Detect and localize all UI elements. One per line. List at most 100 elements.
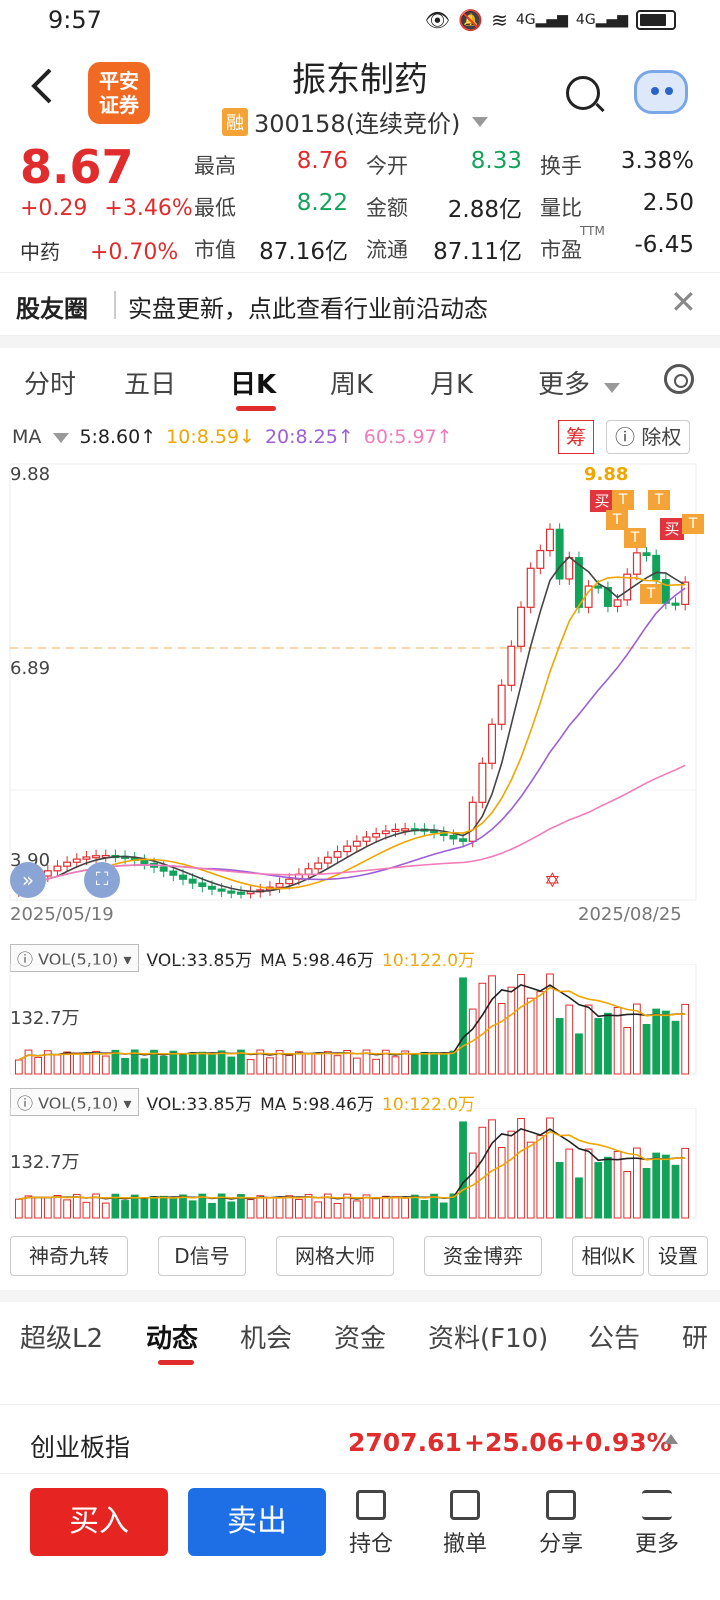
vol-axis-1: 132.7万 [10,1008,80,1029]
kline-chart[interactable] [0,458,720,938]
t-marker[interactable]: T [606,510,628,530]
eye-icon: 👁 [424,8,451,32]
vol-bar [130,1049,139,1075]
vol-bar [198,1051,207,1075]
tool-d-signal[interactable]: D信号 [158,1236,246,1276]
assistant-robot-icon[interactable] [634,70,688,114]
stock-code-selector[interactable]: 融 300158(连续竞价) [222,104,489,139]
sector-name: 中药 [20,240,60,264]
tab-five-day[interactable]: 五日 [124,370,177,400]
t-marker[interactable]: T [648,490,670,510]
volume-chart-2[interactable] [0,1108,720,1220]
tool-grid-master[interactable]: 网格大师 [276,1236,394,1276]
candle [372,832,381,838]
share-button[interactable]: 分享 [526,1490,596,1558]
vol-bar [53,1194,62,1219]
ma-selector[interactable]: MA [12,426,70,448]
event-star-icon[interactable]: ✡ [544,868,561,892]
candle [92,855,101,859]
logo-line-1: 平安 [99,69,139,93]
candle [323,856,332,864]
vol-bar [121,1058,129,1075]
tab-monthly-k[interactable]: 月K [430,370,474,400]
candle [468,801,477,842]
sell-button[interactable]: 卖出 [188,1488,326,1556]
tab-news[interactable]: 动态 [146,1324,199,1354]
cancel-order-button[interactable]: 撤单 [430,1490,500,1558]
vol-ma5: MA 5:98.46万 [260,1094,374,1115]
index-ticker[interactable]: 创业板指 2707.61 +25.06 +0.93% [0,1408,720,1474]
stat-label: 量比 [540,196,582,220]
vol-bar [671,1164,680,1219]
candle [555,528,564,580]
fullscreen-icon[interactable]: ⛶ [84,862,120,898]
vol-bar [295,1051,303,1075]
more-button[interactable]: 更多 [622,1490,692,1558]
buy-marker[interactable]: 买 [660,518,684,540]
vol-bar [536,1135,545,1219]
tab-opportunity[interactable]: 机会 [240,1324,293,1354]
candle [623,573,632,601]
tool-fund-game[interactable]: 资金博弈 [424,1236,542,1276]
chevron-up-icon[interactable] [664,1434,678,1444]
tab-announcements[interactable]: 公告 [588,1324,641,1354]
t-marker[interactable]: T [682,514,704,534]
tool-settings[interactable]: 设置 [648,1236,708,1276]
buy-button[interactable]: 买入 [30,1488,168,1556]
candle [72,858,81,863]
tab-more[interactable]: 更多 [538,364,621,401]
search-icon[interactable] [566,76,600,110]
tool-magic-nine[interactable]: 神奇九转 [10,1236,128,1276]
vol-bar [507,986,516,1075]
logo-line-2: 证券 [99,93,139,117]
ex-rights-button[interactable]: ⓘ 除权 [606,420,690,454]
gear-icon[interactable] [664,364,694,394]
expand-left-icon[interactable]: » [10,862,46,898]
stat-label: 市盈 [540,238,582,262]
margin-badge: 融 [222,107,248,136]
back-button[interactable] [28,66,54,114]
tool-similar-k[interactable]: 相似K [572,1236,644,1276]
chevron-left-icon [31,68,52,104]
candle [159,866,168,872]
tab-daily-k[interactable]: 日K [230,370,277,400]
stat-value-amount: 2.88亿 [447,197,522,223]
mute-icon: 🔕 [458,8,484,32]
tab-f10[interactable]: 资料(F10) [428,1324,549,1354]
tab-intraday[interactable]: 分时 [24,370,77,400]
candle [661,579,670,604]
vol-bar [140,1058,149,1075]
t-marker[interactable]: T [624,528,646,548]
vol-bar [72,1052,81,1075]
share-icon [546,1490,576,1520]
current-price: 8.67 [20,140,134,194]
stat-label: 最低 [194,196,236,220]
vol-bar [314,1053,323,1075]
vol-bar [410,1053,419,1075]
tab-super-l2[interactable]: 超级L2 [20,1324,104,1354]
t-marker[interactable]: T [612,490,634,510]
vol-bar [14,1198,23,1219]
tab-weekly-k[interactable]: 周K [330,370,374,400]
vol-bar [478,982,487,1075]
vol-bar [517,974,525,1075]
vol-bar [179,1053,187,1075]
buy-marker[interactable]: 买 [590,490,614,512]
tab-research[interactable]: 研 [682,1324,709,1354]
close-icon[interactable]: ✕ [670,283,697,321]
peak-label: 9.88 [584,464,629,485]
vol-bar [333,1055,342,1075]
vol-bar [53,1054,62,1075]
t-marker[interactable]: T [640,584,662,604]
volume-chart-1[interactable] [0,964,720,1076]
vol-bar [430,1052,438,1075]
sector-change[interactable]: 中药 +0.70% [20,236,178,265]
index-name: 创业板指 [30,1433,131,1462]
vol-bar [565,1004,574,1075]
chips-button[interactable]: 筹 [558,420,594,454]
community-banner[interactable]: 股友圈 实盘更新，点此查看行业前沿动态 ✕ [0,272,720,336]
tab-funds[interactable]: 资金 [334,1324,387,1354]
holdings-button[interactable]: 持仓 [336,1490,406,1558]
vol-bar [420,1051,429,1075]
vol-bar [227,1201,236,1219]
